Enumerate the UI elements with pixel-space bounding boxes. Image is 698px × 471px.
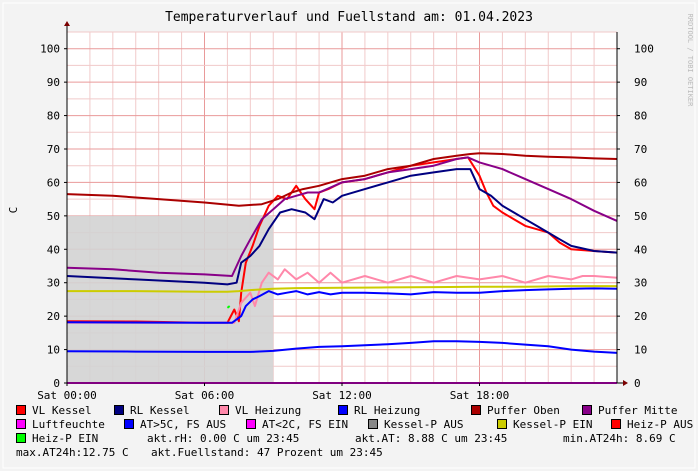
y-tick-label-right: 50	[634, 210, 647, 223]
stat-at: akt.AT: 8.88 C um 23:45	[355, 432, 508, 445]
stat-min: min.AT24h: 8.69 C	[563, 432, 676, 445]
y-tick-label: 0	[53, 377, 60, 390]
legend-label: Kessel-P AUS	[384, 418, 464, 431]
y-axis-arrow	[64, 21, 70, 26]
legend-item: AT>5C, FS AUS	[124, 418, 226, 432]
series-line-11	[67, 285, 617, 293]
series-line-8	[66, 287, 618, 324]
series-line-2	[66, 168, 618, 286]
y-tick-label-right: 40	[634, 243, 647, 256]
legend-label: Heiz-P EIN	[32, 432, 99, 445]
series-line-4	[66, 340, 618, 354]
legend-swatch	[219, 405, 229, 415]
legend-label: Puffer Oben	[487, 404, 560, 417]
legend-swatch	[246, 419, 256, 429]
legend-swatch	[114, 405, 124, 415]
y-tick-label-right: 60	[634, 176, 647, 189]
y-tick-label: 80	[47, 110, 60, 123]
legend-swatch	[368, 419, 378, 429]
y-axis-label: C	[7, 207, 20, 214]
y-tick-label-right: 30	[634, 277, 647, 290]
legend-item: VL Heizung	[219, 404, 301, 418]
legend-label: AT<2C, FS EIN	[262, 418, 349, 431]
y-tick-label: 10	[47, 344, 60, 357]
legend: VL Kessel RL Kessel VL Heizung RL Heizun…	[16, 404, 696, 460]
x-tick-label: Sat 18:00	[450, 389, 510, 402]
series-line-5	[66, 152, 618, 207]
legend-label: VL Heizung	[235, 404, 302, 417]
y-tick-label: 30	[47, 277, 60, 290]
legend-label: Heiz-P AUS	[627, 418, 694, 431]
y-tick-label: 40	[47, 243, 60, 256]
legend-label: Puffer Mitte	[598, 404, 678, 417]
legend-swatch	[16, 419, 26, 429]
legend-label: RL Kessel	[130, 404, 190, 417]
legend-swatch	[497, 419, 507, 429]
legend-item: AT<2C, FS EIN	[246, 418, 348, 432]
y-tick-label: 50	[47, 210, 60, 223]
y-tick-label: 90	[47, 76, 60, 89]
y-tick-label-right: 100	[634, 43, 654, 56]
stat-max: max.AT24h:12.75 C	[16, 446, 129, 459]
legend-row-1: VL Kessel RL Kessel VL Heizung RL Heizun…	[16, 404, 696, 418]
fuellstand-area	[67, 215, 274, 383]
y-tick-label-right: 20	[634, 310, 647, 323]
y-tick-label: 60	[47, 176, 60, 189]
legend-item: VL Kessel	[16, 404, 92, 418]
y-tick-label: 100	[40, 43, 60, 56]
legend-item: Puffer Oben	[471, 404, 560, 418]
legend-row-2: Luftfeuchte AT>5C, FS AUS AT<2C, FS EIN …	[16, 418, 696, 432]
series-line-13	[226, 305, 231, 309]
stat-rh: akt.rH: 0.00 C um 23:45	[147, 432, 300, 445]
legend-item: Luftfeuchte	[16, 418, 105, 432]
x-axis-arrow	[623, 380, 628, 386]
legend-label: VL Kessel	[32, 404, 92, 417]
y-tick-label-right: 10	[634, 344, 647, 357]
y-tick-label-right: 0	[634, 377, 641, 390]
legend-label: RL Heizung	[354, 404, 421, 417]
legend-label: AT>5C, FS AUS	[140, 418, 227, 431]
legend-swatch	[16, 433, 26, 443]
legend-label: Luftfeuchte	[32, 418, 105, 431]
y-tick-label-right: 70	[634, 143, 647, 156]
legend-item: Puffer Mitte	[582, 404, 677, 418]
x-tick-label: Sat 00:00	[37, 389, 97, 402]
legend-swatch	[582, 405, 592, 415]
legend-row-4: max.AT24h:12.75 C akt.Fuellstand: 47 Pro…	[16, 446, 696, 460]
watermark: RRDTOOL / TOBI OETIKER	[686, 14, 694, 108]
legend-item: Kessel-P EIN	[497, 418, 592, 432]
legend-item: Kessel-P AUS	[368, 418, 463, 432]
y-tick-label-right: 80	[634, 110, 647, 123]
y-tick-label-right: 90	[634, 76, 647, 89]
legend-row-3: Heiz-P EIN akt.rH: 0.00 C um 23:45 akt.A…	[16, 432, 696, 446]
legend-swatch	[611, 419, 621, 429]
legend-item: Heiz-P EIN	[16, 432, 98, 446]
series-line-6	[66, 156, 618, 277]
chart-title: Temperaturverlauf und Fuellstand am: 01.…	[165, 10, 533, 25]
x-tick-label: Sat 12:00	[312, 389, 372, 402]
legend-item: RL Kessel	[114, 404, 190, 418]
legend-swatch	[124, 419, 134, 429]
y-tick-label: 70	[47, 143, 60, 156]
legend-label: Kessel-P EIN	[513, 418, 593, 431]
stat-fuellstand: akt.Fuellstand: 47 Prozent um 23:45	[151, 446, 383, 459]
x-tick-label: Sat 06:00	[175, 389, 235, 402]
legend-swatch	[471, 405, 481, 415]
legend-swatch	[16, 405, 26, 415]
legend-item: RL Heizung	[338, 404, 420, 418]
y-tick-label: 20	[47, 310, 60, 323]
legend-swatch	[338, 405, 348, 415]
legend-item: Heiz-P AUS	[611, 418, 693, 432]
